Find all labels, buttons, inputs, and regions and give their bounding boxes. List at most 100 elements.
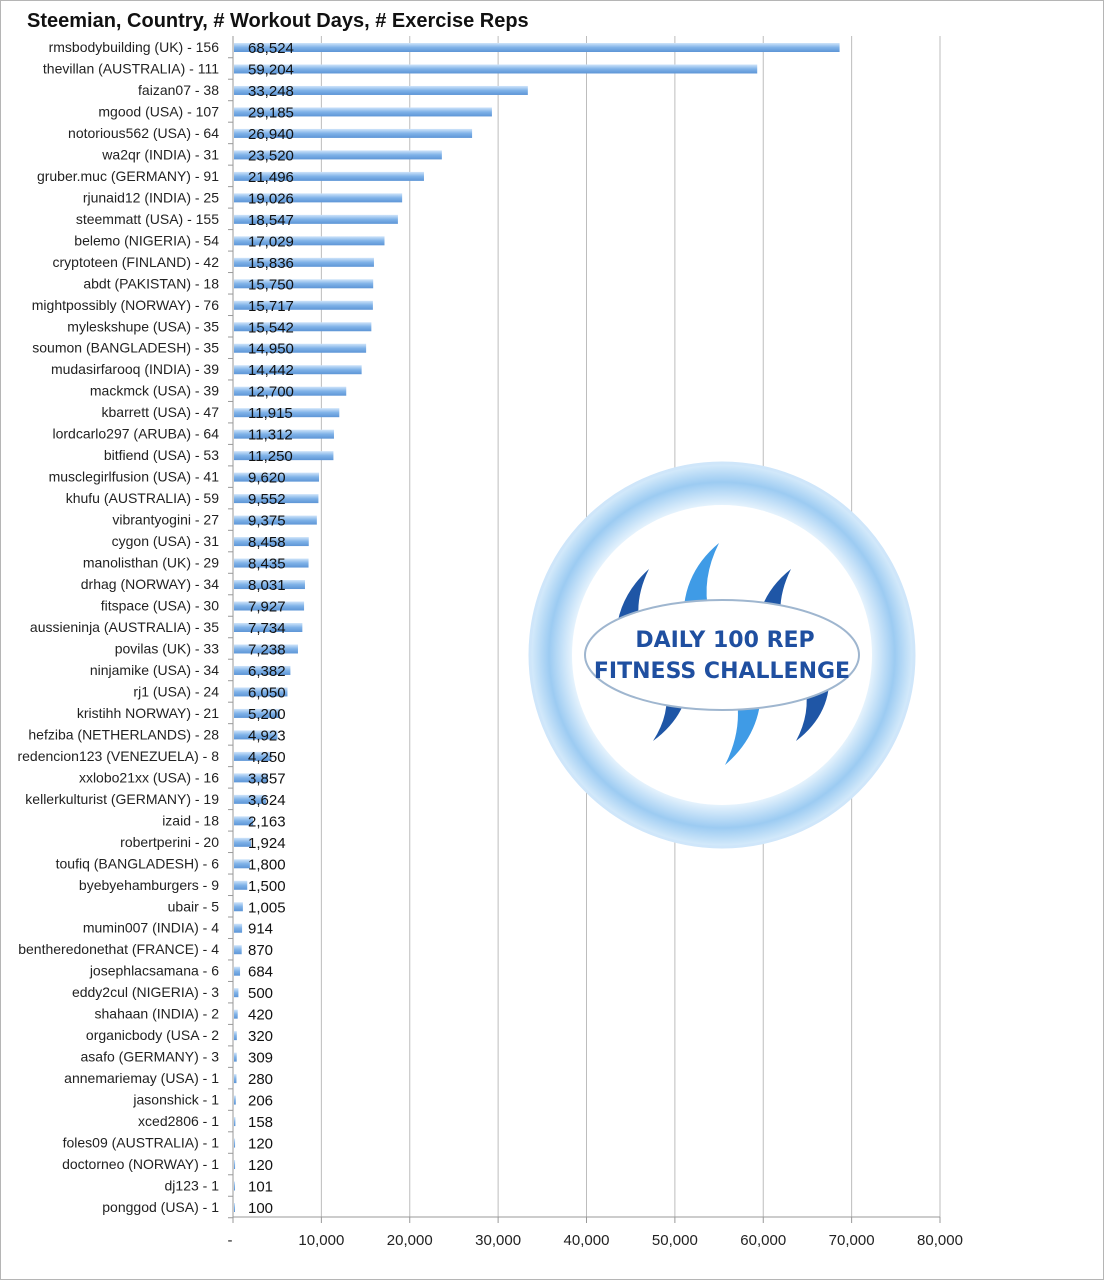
bar: [234, 1138, 236, 1148]
value-label: 684: [248, 964, 273, 981]
chart-title: Steemian, Country, # Workout Days, # Exe…: [27, 10, 529, 32]
bar: [234, 408, 340, 418]
value-label: 29,185: [248, 104, 294, 121]
x-tick-label: 60,000: [740, 1232, 786, 1249]
category-label: manolisthan (UK) - 29: [83, 555, 219, 571]
value-label: 1,005: [248, 899, 286, 916]
category-label: annemariemay (USA) - 1: [64, 1070, 219, 1086]
bar: [234, 472, 320, 482]
bar: [234, 580, 305, 590]
bar: [234, 623, 303, 632]
value-label: 6,382: [248, 663, 286, 680]
category-label: hefziba (NETHERLANDS) - 28: [28, 726, 219, 742]
category-label: organicbody (USA - 2: [86, 1027, 219, 1043]
value-label: 3,624: [248, 792, 286, 809]
bar: [234, 1181, 235, 1191]
value-label: 420: [248, 1007, 273, 1024]
value-label: 11,312: [248, 427, 293, 444]
value-label: 15,717: [248, 298, 294, 315]
bar: [234, 257, 374, 267]
value-label: 9,552: [248, 491, 286, 508]
value-label: 9,375: [248, 513, 286, 530]
x-tick-label: 30,000: [475, 1232, 521, 1249]
x-tick-label: 50,000: [652, 1232, 698, 1249]
bar: [234, 537, 309, 547]
value-label: 59,204: [248, 61, 294, 78]
category-label: bentheredonethat (FRANCE) - 4: [18, 941, 219, 957]
value-label: 14,950: [248, 341, 294, 358]
value-label: 21,496: [248, 169, 294, 186]
category-label: mackmck (USA) - 39: [90, 383, 219, 399]
bar: [234, 1031, 237, 1041]
value-label: 6,050: [248, 684, 286, 701]
value-label: 280: [248, 1071, 273, 1088]
bar: [234, 1095, 236, 1105]
bar: [234, 773, 269, 783]
bar: [234, 429, 334, 439]
bar: [234, 1009, 238, 1019]
value-label: 320: [248, 1028, 273, 1045]
category-label: ninjamike (USA) - 34: [90, 662, 219, 678]
x-tick-label: 80,000: [917, 1232, 963, 1249]
category-label: belemo (NIGERIA) - 54: [74, 232, 219, 248]
value-label: 100: [248, 1200, 273, 1217]
bar: [234, 128, 473, 138]
category-label: byebyehamburgers - 9: [79, 877, 219, 893]
bar: [234, 923, 243, 933]
value-label: 309: [248, 1050, 273, 1067]
category-label: thevillan (AUSTRALIA) - 111: [43, 60, 219, 76]
value-label: 23,520: [248, 147, 294, 164]
category-label: wa2qr (INDIA) - 31: [101, 146, 219, 162]
value-label: 9,620: [248, 470, 286, 487]
category-label: jasonshick - 1: [132, 1092, 219, 1108]
category-label: steemmatt (USA) - 155: [76, 211, 219, 227]
value-label: 120: [248, 1157, 273, 1174]
category-label: cryptoteen (FINLAND) - 42: [53, 254, 220, 270]
bar: [234, 751, 272, 761]
value-label: 7,238: [248, 641, 286, 658]
category-label: redencion123 (VENEZUELA) - 8: [17, 748, 219, 764]
value-label: 11,915: [248, 405, 293, 422]
category-label: xxlobo21xx (USA) - 16: [79, 769, 219, 785]
bar: [234, 193, 403, 203]
bar: [234, 880, 248, 890]
category-label: abdt (PAKISTAN) - 18: [83, 275, 219, 291]
category-label: soumon (BANGLADESH) - 35: [32, 340, 219, 356]
category-label: mumin007 (INDIA) - 4: [83, 920, 219, 936]
x-tick-label: 10,000: [298, 1232, 344, 1249]
category-label: fitspace (USA) - 30: [101, 598, 219, 614]
bar: [234, 365, 362, 375]
value-label: 14,442: [248, 362, 294, 379]
bar: [234, 515, 317, 525]
category-label: doctorneo (NORWAY) - 1: [62, 1156, 219, 1172]
x-tick-label: 20,000: [387, 1232, 433, 1249]
category-label: povilas (UK) - 33: [115, 640, 219, 656]
category-label: myleskshupe (USA) - 35: [67, 318, 219, 334]
category-label: notorious562 (USA) - 64: [68, 125, 219, 141]
category-label: robertperini - 20: [120, 834, 219, 850]
bar: [234, 687, 288, 697]
bar: [234, 1160, 236, 1170]
bar: [234, 107, 492, 117]
bar: [234, 43, 840, 52]
fitness-challenge-logo: DAILY 100 REP FITNESS CHALLENGE: [528, 461, 916, 849]
value-label: 19,026: [248, 190, 294, 207]
value-label: 17,029: [248, 233, 294, 250]
bar: [234, 322, 372, 332]
category-label: mudasirfarooq (INDIA) - 39: [51, 361, 219, 377]
bar: [234, 1052, 237, 1062]
value-label: 8,458: [248, 534, 286, 551]
category-label: bitfiend (USA) - 53: [104, 447, 219, 463]
value-label: 2,163: [248, 813, 286, 830]
bar: [234, 1074, 237, 1084]
category-label: asafo (GERMANY) - 3: [81, 1049, 220, 1065]
category-label: khufu (AUSTRALIA) - 59: [66, 490, 219, 506]
category-label: eddy2cul (NIGERIA) - 3: [72, 984, 219, 1000]
category-label: foles09 (AUSTRALIA) - 1: [63, 1135, 220, 1151]
bar: [234, 794, 267, 804]
category-label: mgood (USA) - 107: [98, 103, 219, 119]
x-tick-label: -: [228, 1232, 233, 1249]
bar: [234, 558, 309, 568]
bar: [234, 1203, 235, 1212]
category-label: dj123 - 1: [165, 1178, 220, 1194]
